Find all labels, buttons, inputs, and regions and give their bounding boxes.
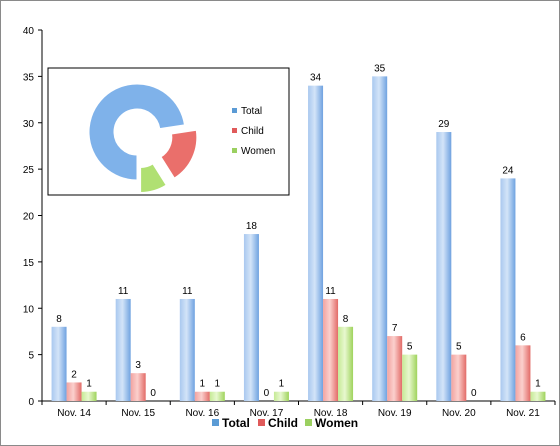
x-tick-label: Nov. 19 bbox=[378, 408, 412, 419]
inset-legend-swatch bbox=[232, 128, 237, 133]
data-label-child: 7 bbox=[392, 323, 398, 334]
bar-child bbox=[387, 336, 403, 401]
inset-legend-swatch bbox=[232, 148, 237, 153]
x-tick-label: Nov. 21 bbox=[506, 408, 540, 419]
bar-women bbox=[530, 391, 546, 401]
y-tick-label: 10 bbox=[23, 304, 35, 315]
bar-women bbox=[209, 391, 225, 401]
data-label-total: 8 bbox=[56, 314, 62, 325]
x-tick-label: Nov. 16 bbox=[185, 408, 219, 419]
data-label-women: 8 bbox=[343, 314, 349, 325]
bars bbox=[51, 76, 546, 402]
bar-child bbox=[515, 345, 531, 401]
data-label-total: 24 bbox=[502, 165, 514, 176]
data-label-women: 1 bbox=[215, 379, 221, 390]
x-tick-label: Nov. 18 bbox=[314, 408, 348, 419]
data-label-total: 34 bbox=[310, 73, 322, 84]
donut-slice-women bbox=[140, 163, 167, 193]
y-tick-label: 5 bbox=[28, 351, 34, 362]
data-label-child: 11 bbox=[325, 286, 336, 297]
x-tick-label: Nov. 15 bbox=[121, 408, 155, 419]
data-label-child: 5 bbox=[456, 342, 462, 353]
bar-women bbox=[402, 354, 418, 401]
bar-women bbox=[273, 391, 289, 401]
bar-child bbox=[130, 373, 146, 401]
legend-label-women: Women bbox=[315, 416, 358, 430]
y-tick-label: 35 bbox=[23, 72, 35, 83]
bar-total bbox=[179, 298, 195, 401]
inset-donut-chart: Total Child Women bbox=[47, 67, 290, 196]
legend-label-child: Child bbox=[268, 416, 298, 430]
x-tick-label: Nov. 17 bbox=[250, 408, 284, 419]
bar-women bbox=[81, 391, 97, 401]
x-tick-label: Nov. 20 bbox=[442, 408, 476, 419]
bar-total bbox=[500, 178, 516, 401]
data-label-child: 6 bbox=[520, 332, 526, 343]
inset-legend-swatch bbox=[232, 108, 237, 113]
data-label-child: 0 bbox=[264, 388, 270, 399]
data-label-child: 3 bbox=[135, 360, 141, 371]
bar-total bbox=[243, 234, 259, 401]
bar-total bbox=[115, 298, 131, 401]
data-label-women: 5 bbox=[407, 342, 413, 353]
bar-total bbox=[436, 132, 452, 401]
data-label-child: 2 bbox=[71, 369, 77, 380]
y-tick-label: 40 bbox=[23, 26, 35, 37]
legend-swatch-total bbox=[212, 419, 219, 426]
data-label-total: 18 bbox=[246, 221, 258, 232]
data-label-women: 1 bbox=[86, 379, 92, 390]
bar-child bbox=[323, 298, 339, 401]
y-tick-label: 30 bbox=[23, 119, 35, 130]
inset-legend-label: Women bbox=[241, 146, 275, 157]
bar-total bbox=[372, 76, 388, 401]
bar-total bbox=[51, 326, 67, 401]
data-label-women: 0 bbox=[150, 388, 156, 399]
legend-swatch-child bbox=[258, 419, 265, 426]
inset-legend-label: Child bbox=[241, 126, 264, 137]
data-label-women: 0 bbox=[471, 388, 477, 399]
y-tick-label: 0 bbox=[28, 397, 34, 408]
donut-slice-total bbox=[88, 83, 186, 181]
data-label-total: 11 bbox=[182, 286, 193, 297]
bar-child bbox=[451, 354, 467, 401]
inset-frame bbox=[47, 67, 290, 196]
inset-legend-label: Total bbox=[241, 106, 262, 117]
data-label-women: 1 bbox=[279, 379, 285, 390]
donut-slice-child bbox=[160, 129, 198, 179]
bar-women bbox=[338, 326, 354, 401]
bar-child bbox=[194, 391, 210, 401]
y-tick-label: 25 bbox=[23, 165, 35, 176]
x-tick-label: Nov. 14 bbox=[57, 408, 91, 419]
data-label-women: 1 bbox=[535, 379, 541, 390]
bottom-legend: Total Child Women bbox=[212, 416, 358, 430]
data-label-child: 1 bbox=[200, 379, 206, 390]
y-tick-label: 15 bbox=[23, 258, 35, 269]
legend-label-total: Total bbox=[222, 416, 250, 430]
data-label-total: 11 bbox=[118, 286, 129, 297]
legend-swatch-women bbox=[305, 419, 312, 426]
bar-child bbox=[66, 382, 82, 401]
data-label-total: 29 bbox=[438, 119, 450, 130]
bar-total bbox=[308, 85, 324, 402]
y-tick-label: 20 bbox=[23, 212, 35, 223]
data-label-total: 35 bbox=[374, 63, 386, 74]
